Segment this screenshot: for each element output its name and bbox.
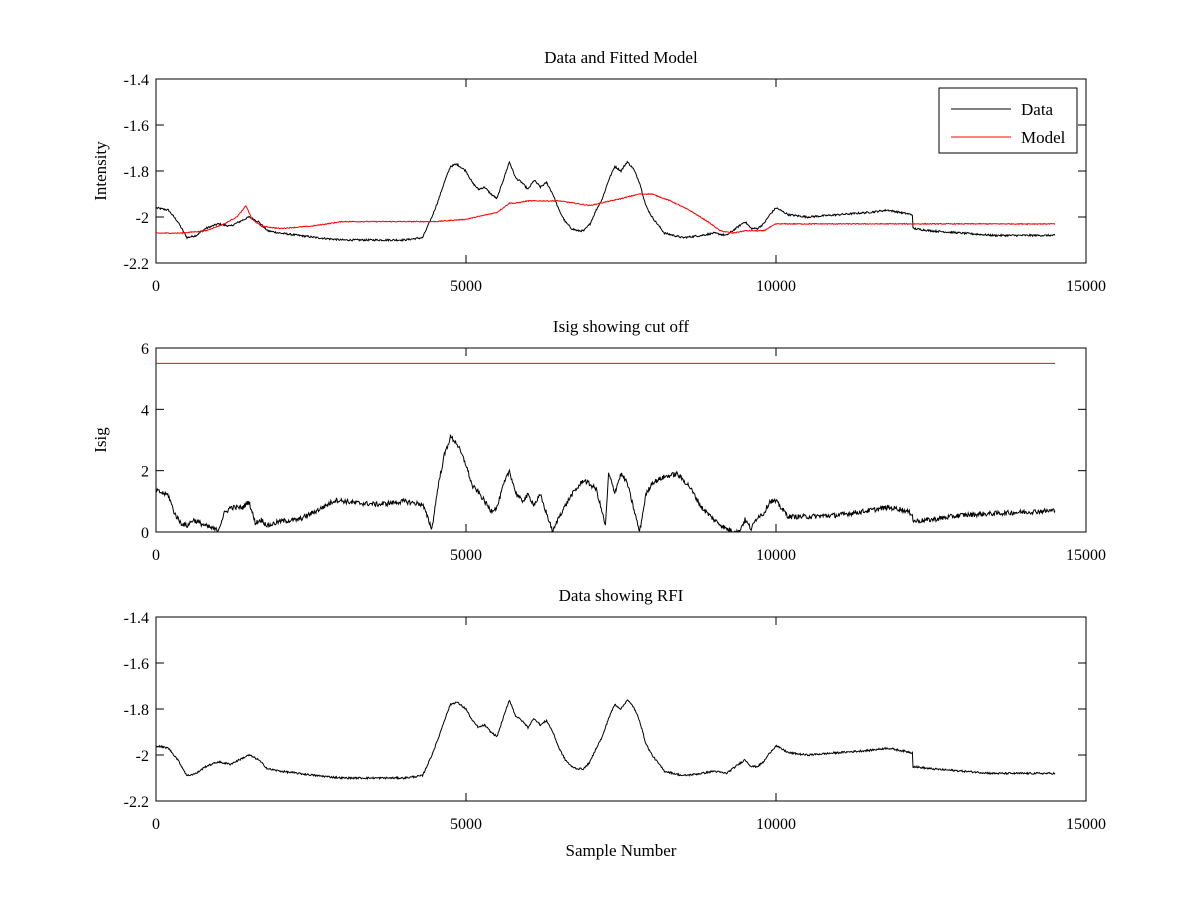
x-tick-label: 0 (152, 278, 160, 295)
subplot-2: 0 5000 10000 15000 0 2 4 6 Isig showing cut off I… (91, 317, 1106, 564)
series-1-line (156, 699, 1056, 781)
x-tick-label: 15000 (1066, 816, 1106, 833)
subplot-3: 0 5000 10000 15000 -1.4 -1.6 -1.8 -2 -2.2 Data sh… (124, 586, 1106, 860)
legend-box (938, 87, 1078, 154)
chart-title: Isig showing cut off (553, 317, 689, 336)
x-tick-label: 5000 (450, 547, 482, 564)
x-tick-label: 15000 (1066, 278, 1106, 295)
x-tick-label: 10000 (756, 547, 796, 564)
axes-box (155, 347, 1087, 533)
x-tick-label: 10000 (756, 816, 796, 833)
y-tick-label: -2.2 (124, 256, 149, 273)
chart-title: Data showing RFI (559, 586, 684, 605)
y-tick-label: -1.8 (124, 702, 149, 719)
x-tick-label: 15000 (1066, 547, 1106, 564)
chart-title: Data and Fitted Model (544, 48, 698, 67)
y-tick-label: -1.6 (124, 656, 149, 673)
model-line (156, 192, 1056, 235)
y-tick-label: -1.8 (124, 164, 149, 181)
x-tick-label: 0 (152, 816, 160, 833)
x-tick-label: 5000 (450, 816, 482, 833)
y-tick-label: -1.4 (124, 610, 149, 627)
y-tick-label: 6 (141, 341, 149, 358)
x-tick-label: 5000 (450, 278, 482, 295)
y-axis-label: Isig (91, 427, 110, 453)
legend: Data Model (938, 87, 1078, 154)
data-legend-label: Data (1021, 100, 1054, 119)
y-tick-label: -2 (136, 748, 149, 765)
y-tick-label: 4 (141, 402, 149, 419)
y-tick-label: -1.6 (124, 118, 149, 135)
x-tick-label: 0 (152, 547, 160, 564)
y-tick-label: -2.2 (124, 794, 149, 811)
data-line (156, 160, 1056, 243)
x-axis-label: Sample Number (566, 841, 677, 860)
model-legend-label: Model (1021, 128, 1066, 147)
series-1-line (156, 434, 1056, 532)
y-tick-label: 0 (141, 525, 149, 542)
x-tick-label: 10000 (756, 278, 796, 295)
y-tick-label: -2 (136, 210, 149, 227)
y-axis-label: Intensity (91, 141, 110, 201)
subplot-1: 0 5000 10000 15000 -1.4 -1.6 -1.8 -2 -2.2 Data an… (91, 48, 1106, 295)
y-tick-label: -1.4 (124, 72, 149, 89)
y-tick-label: 2 (141, 464, 149, 481)
